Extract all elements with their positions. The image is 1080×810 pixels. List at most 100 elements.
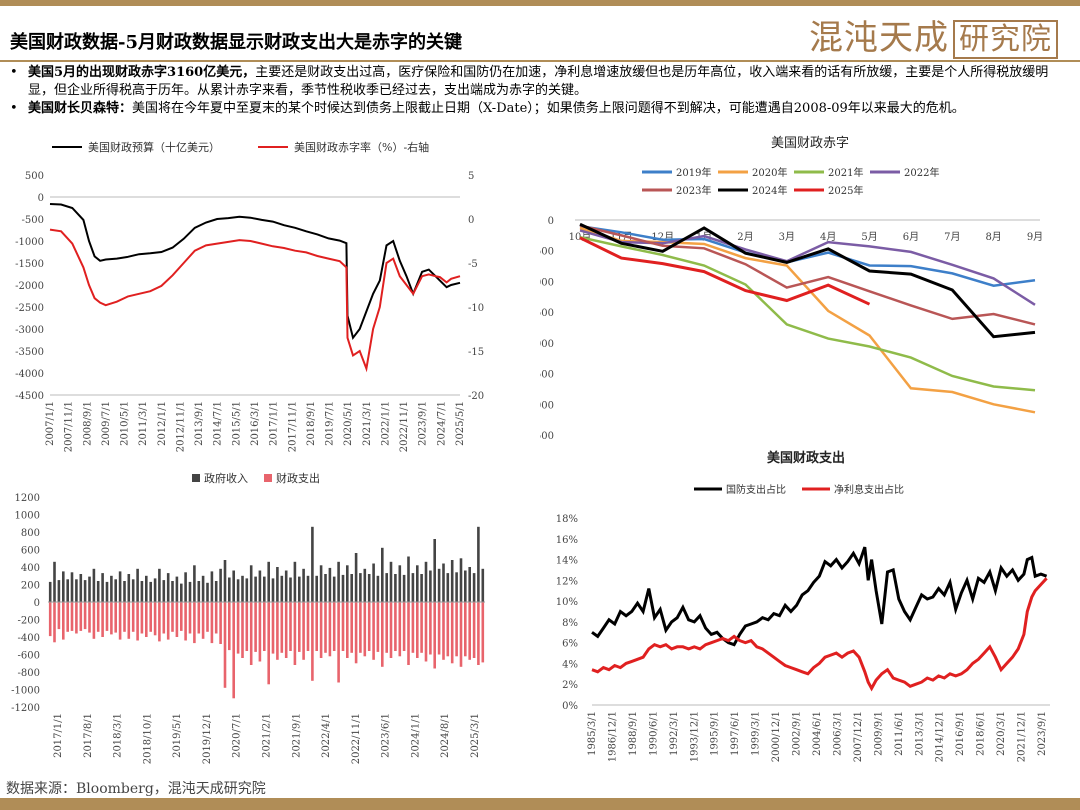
revenue-bar — [302, 568, 305, 603]
x-tick-label: 2021/12/1 — [1017, 711, 1028, 762]
y-left-tick-label: -500 — [22, 215, 44, 226]
revenue-bar — [149, 581, 152, 602]
legend-label: 政府收入 — [204, 471, 248, 485]
revenue-bar — [70, 572, 74, 603]
x-tick-label: 5月 — [861, 231, 877, 243]
legend-label: 2021年 — [828, 166, 863, 179]
spending-bar — [398, 602, 402, 657]
revenue-bar — [306, 575, 310, 603]
y-left-tick-label: -2000 — [15, 281, 44, 292]
legend-label: 2020年 — [752, 166, 787, 179]
revenue-bar — [367, 574, 371, 602]
y-left-tick-label: -1500 — [15, 259, 44, 270]
spending-bar — [450, 602, 454, 664]
legend-label: 国防支出占比 — [726, 483, 786, 496]
revenue-bar — [481, 568, 485, 603]
revenue-bar — [298, 576, 301, 602]
y-tick-label: -1200 — [11, 703, 40, 714]
spending-bar — [350, 602, 353, 653]
revenue-bar — [219, 568, 222, 603]
revenue-bar — [293, 561, 297, 603]
revenue-bar — [79, 574, 83, 602]
revenue-bar — [411, 573, 415, 602]
y-right-tick-label: -5 — [468, 259, 478, 270]
y-left-tick-label: 0 — [38, 193, 44, 204]
spending-bar — [214, 602, 218, 634]
y-left-tick-label: -1000 — [15, 237, 44, 248]
y-tick-label: 1000 — [15, 511, 40, 522]
y-tick-label: -800 — [18, 668, 40, 679]
x-tick-label: 2012/1/1 — [157, 401, 168, 446]
revenue-bar — [83, 580, 87, 602]
revenue-bar — [389, 561, 393, 603]
spending-bar — [389, 602, 393, 658]
revenue-bar — [271, 578, 275, 602]
spending-bar — [166, 602, 170, 640]
revenue-bar — [57, 580, 61, 602]
y-tick-label: -400 — [18, 633, 40, 644]
revenue-bar — [236, 579, 240, 602]
bullet-lead: 美国财长贝森特： — [28, 101, 133, 116]
spending-bar — [306, 602, 310, 651]
revenue-bar — [402, 574, 406, 602]
spending-bar — [459, 602, 463, 667]
chart-spending-shares: 美国财政支出 18% 16% 14% 12% 10% 8% 6% 4% 2% 0% 1985/3/1 1… — [556, 450, 1050, 762]
x-tick-label: 2018/6/1 — [976, 711, 987, 756]
y-tick-label: 0 — [34, 598, 40, 609]
x-tick-label: 2018/3/1 — [113, 713, 124, 758]
spending-bar — [223, 602, 227, 688]
x-tick-label: 2017/1/1 — [269, 401, 280, 446]
x-tick-label: 2006/3/1 — [832, 711, 843, 756]
revenue-bar — [459, 558, 463, 603]
y-tick-label: -1000 — [540, 277, 554, 288]
x-tick-label: 2015/5/1 — [231, 401, 242, 446]
revenue-bar — [53, 561, 56, 603]
bullet-body: 主要还是财政支出过高，医疗保险和国防仍在加速，净利息增速放缓但也是历年高位，收入… — [28, 65, 1049, 98]
revenue-bar — [184, 572, 187, 603]
x-tick-label: 2002/9/1 — [792, 711, 803, 756]
revenue-bar — [464, 570, 467, 602]
y-tick-label: 12% — [556, 576, 578, 587]
revenue-bar — [118, 571, 122, 602]
summary-bullets: 美国5月的出现财政赤字3160亿美元，主要还是财政支出过高，医疗保险和国防仍在加… — [8, 64, 1072, 118]
y-tick-label: -1500 — [540, 308, 554, 319]
revenue-bar — [140, 581, 144, 602]
x-tick-label: 2020/3/1 — [996, 711, 1007, 756]
x-tick-label: 2022/11/1 — [399, 401, 410, 452]
x-tick-label: 7月 — [944, 231, 960, 243]
revenue-bar — [127, 574, 131, 602]
spending-bar — [62, 602, 65, 640]
series-line — [579, 224, 1036, 326]
spending-bar — [302, 602, 305, 660]
spending-bar — [201, 602, 205, 639]
revenue-bar — [206, 582, 209, 603]
spending-bar — [101, 602, 104, 637]
x-tick-label: 2024/1/1 — [410, 713, 421, 758]
revenue-bar — [289, 577, 292, 602]
y-tick-label: 16% — [556, 535, 578, 546]
spending-bar — [481, 602, 485, 663]
revenue-bar — [131, 579, 135, 602]
revenue-bar — [62, 571, 65, 602]
spending-bar — [158, 602, 161, 642]
spending-bar — [298, 602, 301, 652]
revenue-bar — [158, 568, 161, 603]
y-tick-label: -2500 — [540, 370, 554, 381]
y-left-tick-label: 500 — [25, 171, 44, 182]
y-tick-label: -200 — [18, 616, 40, 627]
x-tick-label: 2009/7/1 — [101, 401, 112, 446]
revenue-bar — [328, 567, 332, 602]
y-tick-label: 14% — [556, 556, 578, 567]
y-right-tick-label: 0 — [468, 215, 474, 226]
spending-bar — [271, 602, 275, 654]
series-line — [591, 577, 1048, 692]
revenue-bar — [311, 526, 314, 603]
x-tick-label: 2021/3/1 — [362, 401, 373, 446]
revenue-bar — [201, 575, 205, 603]
revenue-bar — [197, 581, 201, 602]
x-tick-label: 2025/5/1 — [455, 401, 466, 446]
spending-bar — [311, 602, 314, 681]
revenue-bar — [245, 578, 249, 602]
revenue-bar — [96, 581, 100, 602]
bottom-accent-bar — [0, 798, 1080, 810]
